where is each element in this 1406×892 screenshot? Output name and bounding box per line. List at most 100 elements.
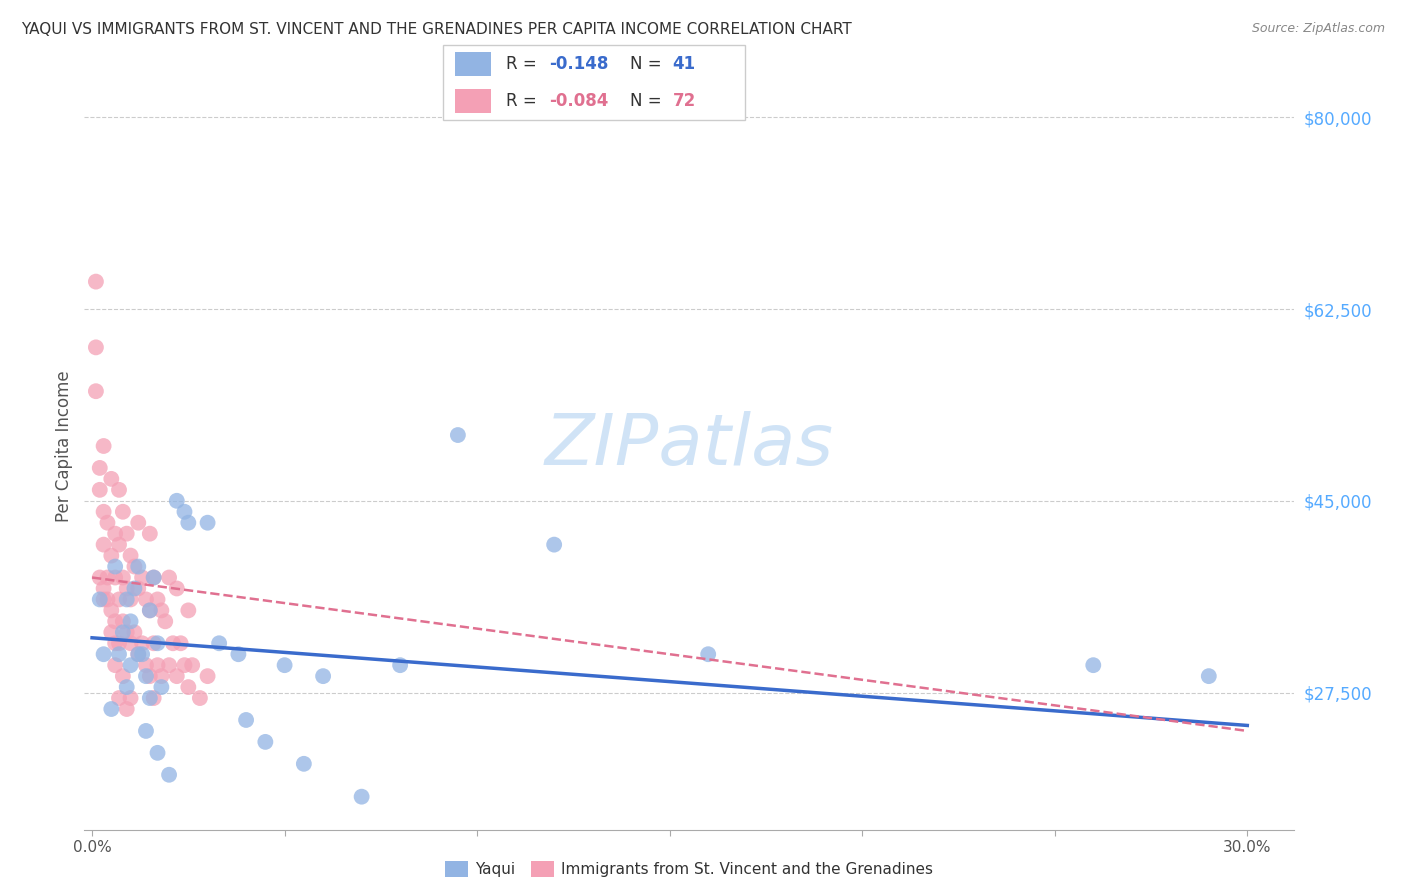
Point: [104, 615, 127, 629]
Point: [111, 615, 134, 629]
Point: [273, 658, 295, 673]
Point: [139, 669, 162, 683]
Point: [120, 636, 142, 650]
Point: [115, 526, 138, 541]
Point: [124, 559, 146, 574]
Point: [697, 647, 720, 661]
Point: [108, 691, 131, 706]
Point: [127, 647, 149, 661]
Point: [93, 592, 115, 607]
Point: [127, 516, 149, 530]
Point: [142, 636, 165, 650]
Point: [146, 658, 169, 673]
Point: [89, 483, 111, 497]
Point: [146, 636, 169, 650]
Point: [177, 603, 200, 617]
Text: Source: ZipAtlas.com: Source: ZipAtlas.com: [1251, 22, 1385, 36]
Point: [120, 691, 142, 706]
Point: [108, 636, 131, 650]
Point: [108, 647, 131, 661]
Point: [93, 647, 115, 661]
Point: [139, 603, 162, 617]
Point: [100, 603, 122, 617]
Point: [108, 483, 131, 497]
Point: [131, 636, 153, 650]
Point: [389, 658, 412, 673]
Point: [120, 658, 142, 673]
Point: [84, 275, 107, 289]
Point: [150, 669, 173, 683]
Point: [447, 428, 470, 442]
Point: [108, 592, 131, 607]
Point: [208, 636, 231, 650]
Text: ZIPatlas: ZIPatlas: [544, 411, 834, 481]
Point: [100, 702, 122, 716]
Point: [84, 340, 107, 354]
Point: [111, 505, 134, 519]
Point: [292, 756, 315, 771]
Point: [155, 615, 177, 629]
Point: [131, 647, 153, 661]
Point: [312, 669, 335, 683]
FancyBboxPatch shape: [443, 45, 745, 120]
Point: [93, 505, 115, 519]
Point: [166, 582, 188, 596]
Point: [1083, 658, 1105, 673]
Point: [96, 570, 118, 584]
Point: [104, 658, 127, 673]
Point: [157, 768, 180, 782]
Text: N =: N =: [630, 55, 668, 73]
Point: [120, 592, 142, 607]
Text: R =: R =: [506, 55, 543, 73]
Point: [157, 570, 180, 584]
Point: [84, 384, 107, 399]
FancyBboxPatch shape: [456, 88, 491, 112]
Point: [96, 592, 118, 607]
Point: [166, 493, 188, 508]
Point: [142, 570, 165, 584]
Point: [104, 526, 127, 541]
Text: 41: 41: [672, 55, 696, 73]
Point: [100, 549, 122, 563]
Point: [111, 625, 134, 640]
Point: [120, 615, 142, 629]
Point: [139, 691, 162, 706]
Point: [177, 680, 200, 694]
Point: [188, 691, 211, 706]
Point: [124, 625, 146, 640]
Point: [124, 582, 146, 596]
Point: [181, 658, 204, 673]
Point: [127, 559, 149, 574]
Point: [93, 538, 115, 552]
Point: [131, 570, 153, 584]
Point: [100, 472, 122, 486]
Point: [115, 582, 138, 596]
Point: [108, 538, 131, 552]
Point: [93, 582, 115, 596]
Point: [89, 592, 111, 607]
Text: -0.084: -0.084: [548, 92, 607, 110]
Text: 72: 72: [672, 92, 696, 110]
Point: [157, 658, 180, 673]
Point: [96, 516, 118, 530]
Point: [235, 713, 257, 727]
Point: [115, 592, 138, 607]
Point: [120, 549, 142, 563]
Point: [115, 680, 138, 694]
Point: [111, 570, 134, 584]
Point: [228, 647, 250, 661]
Point: [135, 658, 157, 673]
Point: [100, 625, 122, 640]
Point: [142, 691, 165, 706]
FancyBboxPatch shape: [456, 52, 491, 77]
Point: [173, 505, 195, 519]
Point: [93, 439, 115, 453]
Point: [127, 582, 149, 596]
Text: -0.148: -0.148: [548, 55, 607, 73]
Point: [142, 570, 165, 584]
Point: [89, 570, 111, 584]
Point: [1198, 669, 1220, 683]
Point: [197, 516, 219, 530]
Point: [543, 538, 565, 552]
Point: [166, 669, 188, 683]
